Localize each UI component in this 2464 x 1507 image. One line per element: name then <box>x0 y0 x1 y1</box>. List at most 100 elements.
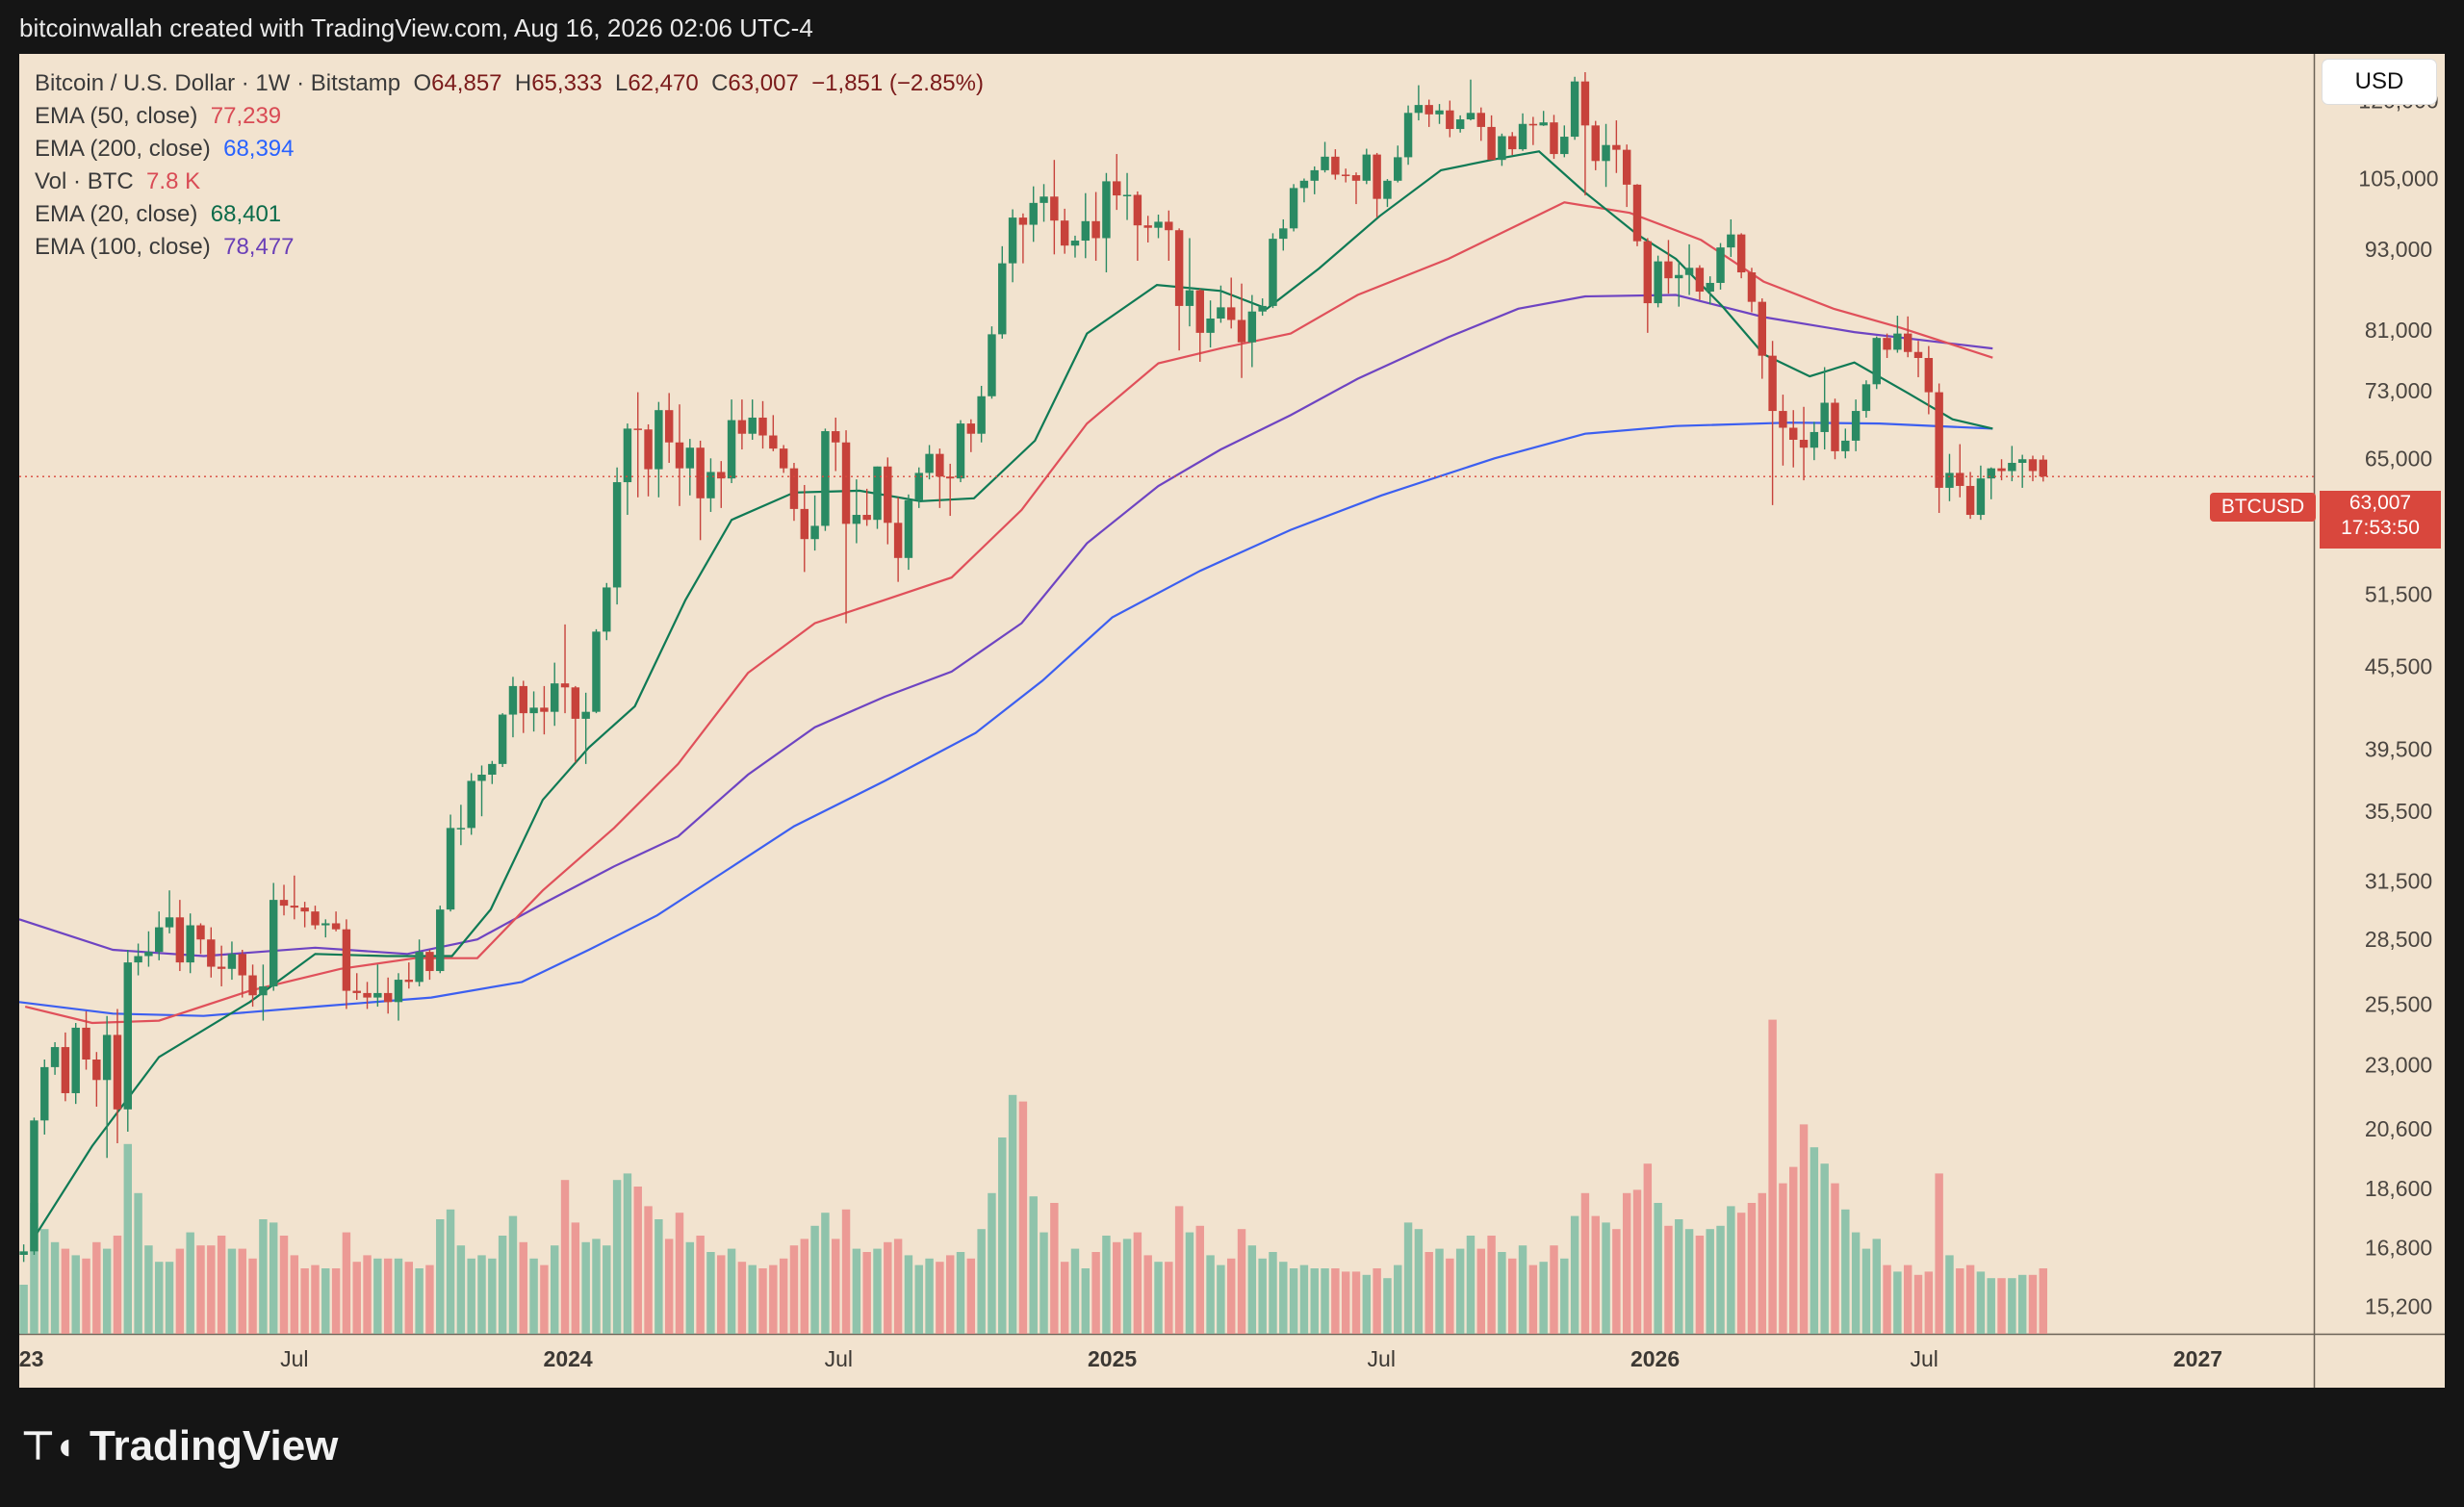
candle-body <box>1861 384 1871 412</box>
volume-bar <box>1113 1241 1121 1334</box>
volume-bar <box>1226 1258 1236 1334</box>
volume-bar <box>477 1255 486 1334</box>
candle-body <box>456 828 466 830</box>
tradingview-logo[interactable]: ⊤◖ TradingView <box>21 1422 338 1470</box>
x-tick-label: 2027 <box>2173 1346 2222 1371</box>
volume-bar <box>1008 1094 1017 1334</box>
candle-body <box>1351 175 1361 181</box>
legend-symbol-row[interactable]: Bitcoin / U.S. Dollar · 1W · Bitstamp O6… <box>35 70 984 96</box>
volume-bar <box>1143 1255 1152 1334</box>
candle-body <box>1643 241 1653 304</box>
volume-bar <box>592 1239 601 1334</box>
x-tick-label: Jul <box>280 1346 308 1371</box>
volume-bar <box>1632 1189 1642 1334</box>
volume-bar <box>1736 1213 1746 1334</box>
candle-body <box>436 909 445 972</box>
candle-body <box>1622 149 1631 185</box>
volume-bar <box>1414 1229 1424 1334</box>
candle-body <box>1560 137 1569 155</box>
volume-bar <box>717 1255 726 1334</box>
candle-body <box>936 453 944 477</box>
volume-bar <box>227 1248 237 1334</box>
volume-bar <box>175 1248 185 1334</box>
candle-body <box>394 980 403 1003</box>
candle-body <box>1321 156 1329 170</box>
candle-body <box>1206 319 1215 333</box>
close-value: 63,007 <box>728 70 799 96</box>
volume-bar <box>1217 1264 1225 1334</box>
y-tick-label: 31,500 <box>2365 869 2432 894</box>
last-price-marker: 63,007 17:53:50 <box>2320 491 2441 549</box>
legend-ema20[interactable]: EMA (20, close) 68,401 <box>35 201 282 227</box>
candle-body <box>529 707 538 714</box>
candle-body <box>269 900 278 986</box>
candle-body <box>1310 169 1319 181</box>
legend-ema50[interactable]: EMA (50, close) 77,239 <box>35 103 282 129</box>
candle-body <box>1851 411 1861 441</box>
volume-bar <box>498 1236 507 1334</box>
volume-bar <box>1476 1248 1485 1334</box>
candle-body <box>61 1047 70 1093</box>
volume-bar <box>404 1262 414 1334</box>
currency-button[interactable]: USD <box>2323 60 2436 104</box>
candle-body <box>1403 113 1413 158</box>
y-tick-label: 65,000 <box>2365 446 2432 471</box>
volume-bar <box>1247 1245 1257 1334</box>
candle-body <box>1487 126 1496 161</box>
x-tick-label: Jul <box>1368 1346 1396 1371</box>
legend-ema200[interactable]: EMA (200, close) 68,394 <box>35 136 295 162</box>
volume-bar <box>1424 1252 1433 1334</box>
volume-bar <box>1154 1262 1163 1334</box>
candle-body <box>1675 274 1683 279</box>
volume-bar <box>706 1252 715 1334</box>
price-chart[interactable]: 120,000105,00093,00081,00073,00065,00057… <box>19 54 2445 1388</box>
candle-body <box>1394 157 1402 181</box>
volume-bar <box>1997 1278 2006 1334</box>
chart-panel[interactable]: 120,000105,00093,00081,00073,00065,00057… <box>19 54 2445 1388</box>
volume-bar <box>383 1258 393 1334</box>
volume-bar <box>1883 1264 1891 1334</box>
volume-bar <box>1040 1232 1048 1334</box>
volume-bar <box>540 1264 549 1334</box>
volume-bar <box>727 1248 736 1334</box>
brand-name: TradingView <box>90 1422 339 1469</box>
volume-bar <box>654 1219 663 1334</box>
volume-bar <box>1466 1236 1476 1334</box>
volume-bar <box>508 1215 518 1334</box>
volume-bar <box>40 1229 49 1334</box>
volume-bar <box>1768 1019 1777 1334</box>
open-value: 64,857 <box>431 70 502 96</box>
candle-body <box>2017 459 2027 463</box>
volume-bar <box>1321 1268 1329 1334</box>
volume-bar <box>1383 1278 1392 1334</box>
y-tick-label: 25,500 <box>2365 992 2432 1017</box>
candle-body <box>737 420 747 434</box>
candle-body <box>1091 220 1100 239</box>
volume-bar <box>1893 1271 1902 1334</box>
candle-body <box>1143 225 1152 228</box>
volume-bar <box>1956 1268 1964 1334</box>
candle-body <box>238 954 246 976</box>
volume-bar <box>1060 1262 1069 1334</box>
candle-body <box>873 466 882 521</box>
candle-body <box>186 925 194 963</box>
candle-body <box>467 780 475 829</box>
candle-body <box>914 473 923 500</box>
ema200-line <box>19 421 1993 1017</box>
volume-bar <box>1206 1255 1215 1334</box>
candle-body <box>1612 144 1621 150</box>
volume-bar <box>1029 1196 1038 1334</box>
volume-bar <box>1987 1278 1995 1334</box>
candle-body <box>165 917 174 928</box>
legend-ema100[interactable]: EMA (100, close) 78,477 <box>35 234 295 260</box>
legend-volume[interactable]: Vol · BTC 7.8 K <box>35 168 201 194</box>
symbol-price-label: BTCUSD <box>2210 493 2316 522</box>
volume-bar <box>1279 1262 1288 1334</box>
volume-bar <box>331 1268 341 1334</box>
x-tick-label: 023 <box>19 1346 43 1371</box>
volume-bar <box>1403 1222 1413 1334</box>
volume-bar <box>956 1252 965 1334</box>
volume-bar <box>311 1264 320 1334</box>
x-tick-label: 2024 <box>544 1346 593 1371</box>
candle-body <box>758 417 767 436</box>
